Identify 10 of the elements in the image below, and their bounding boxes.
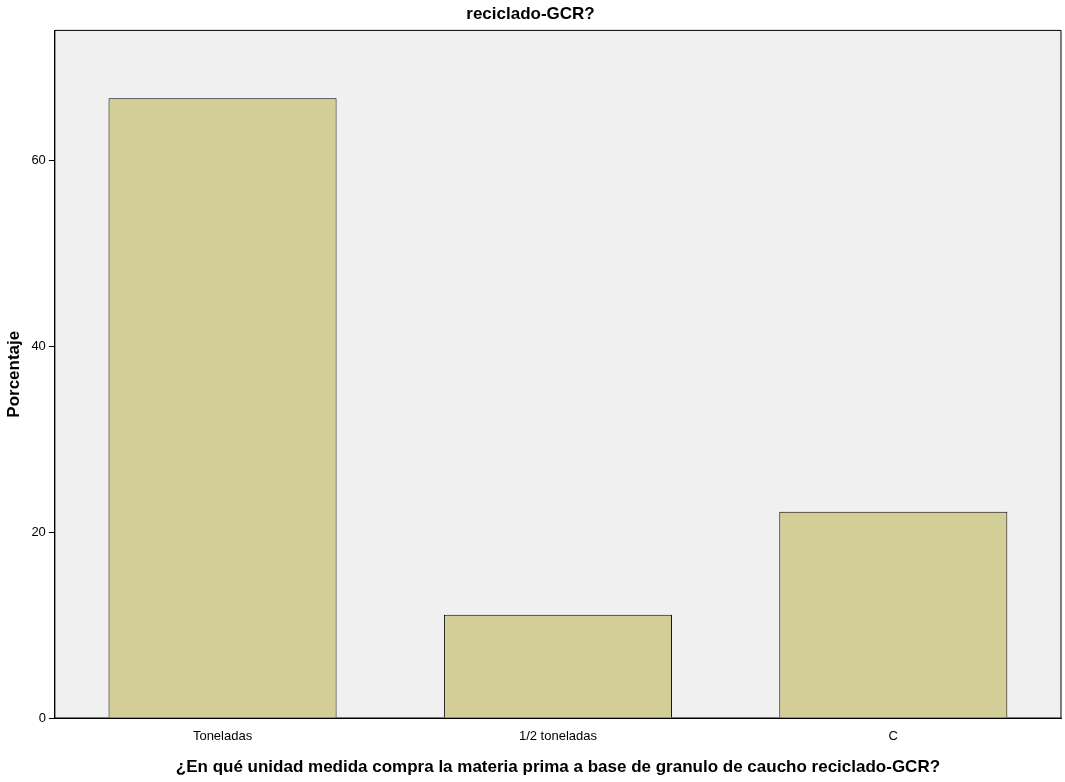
y-tick-label: 60	[31, 152, 46, 168]
y-tick-label: 20	[31, 523, 46, 539]
x-axis-title: ¿En qué unidad medida compra la materia prima a base de granulo de caucho reciclado-GCR?	[175, 757, 941, 777]
x-tick-label: C	[888, 728, 899, 744]
chart-title: reciclado-GCR?	[466, 3, 595, 23]
y-tick-label: 40	[31, 337, 46, 353]
y-axis-title: Porcentaje	[3, 330, 23, 418]
y-tick-label: 0	[38, 709, 46, 725]
x-tick-label: Toneladas	[192, 728, 253, 744]
x-tick-label: 1/2 toneladas	[518, 728, 598, 744]
